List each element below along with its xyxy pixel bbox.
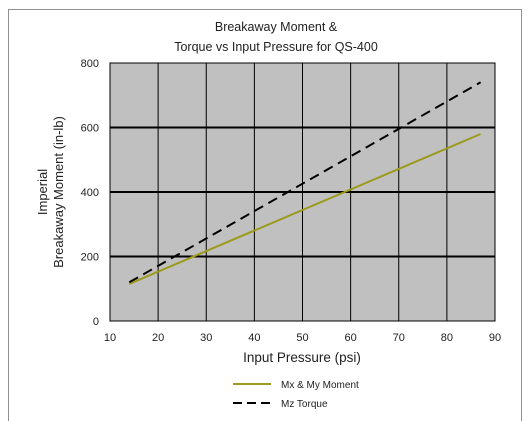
x-tick-label: 50 [296, 332, 308, 344]
y-axis-label-line-1: Imperial [35, 169, 50, 215]
chart-title-line-1: Breakaway Moment & [215, 20, 338, 34]
y-tick-label: 200 [81, 252, 99, 264]
series-layer [128, 81, 482, 285]
x-tick-label: 40 [248, 332, 260, 344]
y-tick-label: 0 [93, 316, 99, 328]
x-tick-label: 20 [152, 332, 164, 344]
legend: Mx & My Moment Mz Torque [233, 380, 359, 410]
x-tick-label: 90 [489, 332, 501, 344]
x-axis-ticks: 10 20 30 40 50 60 70 80 90 [104, 332, 501, 344]
legend-label-mz: Mz Torque [281, 399, 328, 410]
y-tick-label: 600 [81, 123, 99, 135]
chart-frame [8, 9, 522, 421]
x-tick-label: 70 [393, 332, 405, 344]
series-line-mz-torque [128, 81, 482, 284]
y-axis-label-line-2: Breakaway Moment (in-lb) [51, 116, 66, 268]
x-tick-label: 80 [441, 332, 453, 344]
x-axis-label: Input Pressure (psi) [243, 350, 361, 365]
y-tick-label: 400 [81, 187, 99, 199]
y-axis-ticks: 0 200 400 600 800 [81, 58, 99, 328]
x-tick-label: 30 [200, 332, 212, 344]
y-tick-label: 800 [81, 58, 99, 70]
legend-label-mx-my: Mx & My Moment [281, 380, 359, 391]
chart-title-line-2: Torque vs Input Pressure for QS-400 [174, 40, 378, 54]
x-tick-label: 10 [104, 332, 116, 344]
series-line-mx-my-moment [128, 133, 481, 285]
x-tick-label: 60 [345, 332, 357, 344]
